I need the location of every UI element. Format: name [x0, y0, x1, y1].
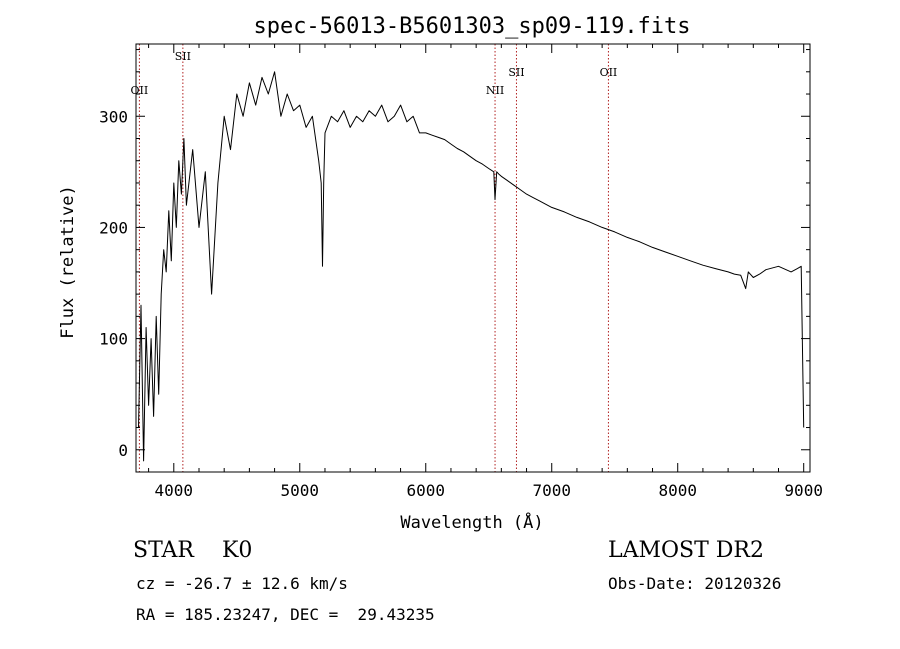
emission-line-label: NII — [486, 84, 504, 97]
spectrum-line — [138, 71, 805, 462]
y-tick-label: 0 — [118, 441, 128, 460]
x-tick-label: 5000 — [281, 481, 320, 500]
coordinates: RA = 185.23247, DEC = 29.43235 — [136, 605, 435, 624]
y-tick-label: 300 — [99, 107, 128, 126]
emission-line-label: OII — [600, 66, 618, 79]
x-tick-label: 9000 — [784, 481, 823, 500]
object-class: STAR K0 — [133, 538, 253, 563]
x-tick-label: 7000 — [532, 481, 571, 500]
emission-line-label: OII — [131, 84, 149, 97]
x-tick-label: 6000 — [406, 481, 445, 500]
emission-line-label: SII — [175, 50, 191, 63]
x-tick-label: 8000 — [658, 481, 697, 500]
chart-title: spec-56013-B5601303_sp09-119.fits — [253, 14, 690, 39]
redshift-readout: cz = -26.7 ± 12.6 km/s — [136, 574, 348, 593]
obs-date: Obs-Date: 20120326 — [608, 574, 782, 593]
x-axis-label: Wavelength (Å) — [400, 511, 543, 533]
x-tick-label: 4000 — [155, 481, 194, 500]
y-tick-label: 100 — [99, 330, 128, 349]
y-axis-label: Flux (relative) — [58, 185, 78, 339]
emission-line-label: SII — [508, 66, 524, 79]
plot-frame — [135, 43, 811, 473]
y-tick-label: 200 — [99, 218, 128, 237]
survey-name: LAMOST DR2 — [608, 538, 764, 563]
